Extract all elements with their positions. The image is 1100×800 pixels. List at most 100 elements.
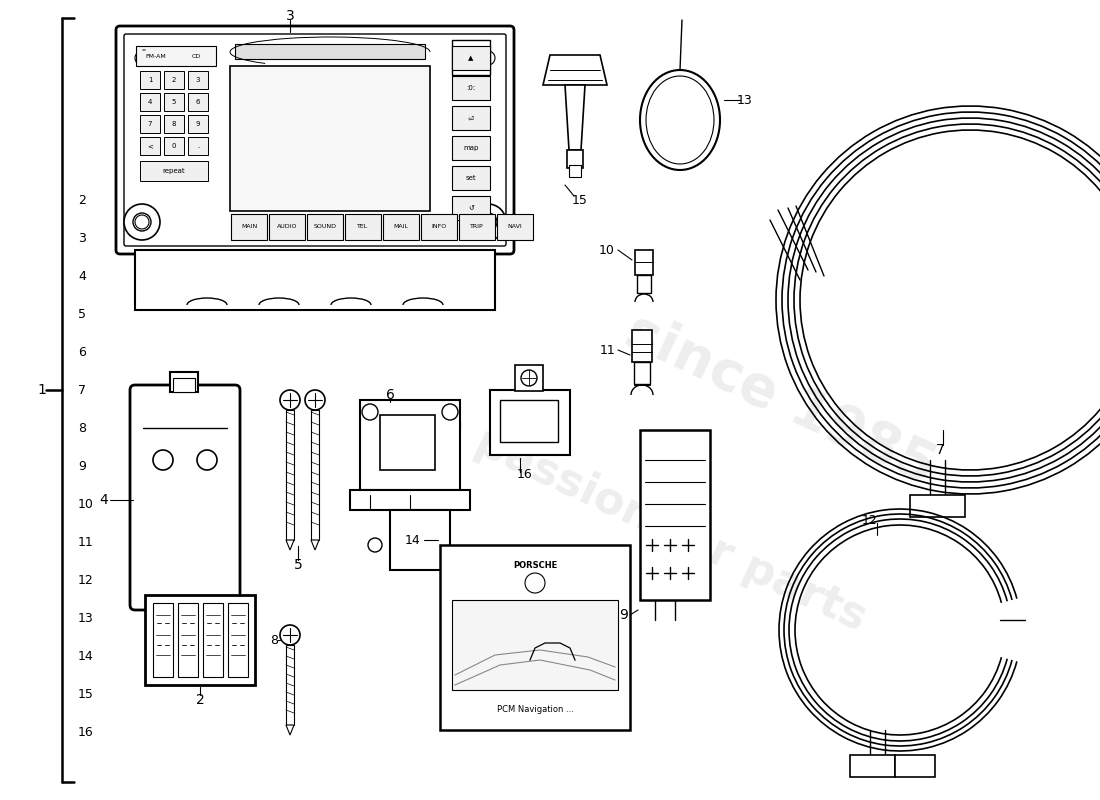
- Text: 8: 8: [78, 422, 86, 434]
- Circle shape: [481, 51, 495, 65]
- Text: :0:: :0:: [466, 85, 475, 91]
- Circle shape: [478, 213, 497, 231]
- Bar: [164, 71, 184, 89]
- Text: 2: 2: [78, 194, 86, 206]
- Bar: [497, 214, 534, 240]
- Bar: [910, 495, 965, 517]
- Text: INFO: INFO: [431, 225, 447, 230]
- Text: 6: 6: [78, 346, 86, 358]
- Text: 12: 12: [78, 574, 94, 586]
- Text: TRIP: TRIP: [470, 225, 484, 230]
- Circle shape: [133, 213, 151, 231]
- Text: 1: 1: [37, 383, 46, 397]
- Circle shape: [280, 390, 300, 410]
- Bar: [231, 214, 267, 240]
- Bar: [569, 165, 581, 177]
- Bar: [188, 71, 208, 89]
- FancyBboxPatch shape: [116, 26, 514, 254]
- Text: map: map: [463, 145, 478, 151]
- Text: 2: 2: [172, 77, 176, 83]
- Text: 8: 8: [172, 121, 176, 127]
- Circle shape: [280, 625, 300, 645]
- Text: 10: 10: [600, 243, 615, 257]
- Bar: [379, 415, 434, 470]
- Text: 16: 16: [78, 726, 94, 738]
- Text: 3: 3: [196, 77, 200, 83]
- Bar: [345, 214, 381, 240]
- Text: 6: 6: [386, 388, 395, 402]
- Bar: [637, 275, 651, 293]
- Circle shape: [362, 404, 378, 420]
- Text: 7: 7: [147, 121, 152, 127]
- Text: 9: 9: [619, 608, 628, 622]
- Bar: [204, 603, 223, 677]
- Text: 8: 8: [270, 634, 278, 646]
- Polygon shape: [311, 540, 319, 550]
- Bar: [140, 137, 159, 155]
- Text: 4: 4: [99, 493, 108, 507]
- Bar: [515, 365, 543, 391]
- Bar: [634, 362, 650, 384]
- Bar: [350, 490, 470, 510]
- FancyBboxPatch shape: [124, 34, 506, 246]
- Polygon shape: [543, 55, 607, 85]
- Bar: [452, 46, 490, 70]
- Bar: [850, 755, 895, 777]
- Circle shape: [470, 204, 506, 240]
- Bar: [140, 71, 159, 89]
- Bar: [168, 619, 200, 631]
- FancyBboxPatch shape: [130, 385, 240, 610]
- Text: <: <: [147, 143, 153, 149]
- Text: 5: 5: [78, 307, 86, 321]
- Text: ⏎: ⏎: [469, 115, 474, 121]
- Polygon shape: [286, 725, 294, 735]
- Bar: [135, 250, 495, 310]
- Text: 16: 16: [517, 469, 532, 482]
- Text: 3: 3: [78, 231, 86, 245]
- Text: 13: 13: [737, 94, 752, 106]
- Text: 1: 1: [147, 77, 152, 83]
- Circle shape: [197, 450, 217, 470]
- Circle shape: [368, 538, 382, 552]
- Text: FM-AM: FM-AM: [145, 54, 166, 58]
- Bar: [500, 400, 558, 442]
- Text: 12: 12: [862, 514, 878, 526]
- Bar: [188, 93, 208, 111]
- Bar: [452, 166, 490, 190]
- Bar: [286, 645, 294, 725]
- Bar: [188, 115, 208, 133]
- Bar: [311, 410, 319, 540]
- Text: 0: 0: [172, 143, 176, 149]
- Text: 9: 9: [78, 459, 86, 473]
- Text: 4: 4: [78, 270, 86, 282]
- Bar: [140, 93, 159, 111]
- Text: 14: 14: [405, 534, 420, 546]
- Bar: [307, 214, 343, 240]
- Text: .: .: [197, 143, 199, 149]
- Bar: [164, 115, 184, 133]
- Circle shape: [124, 204, 160, 240]
- Circle shape: [305, 390, 324, 410]
- Bar: [490, 390, 570, 455]
- Text: PORSCHE: PORSCHE: [513, 561, 557, 570]
- Text: since 1985: since 1985: [616, 305, 944, 495]
- Ellipse shape: [646, 76, 714, 164]
- Bar: [230, 66, 430, 211]
- Circle shape: [442, 404, 458, 420]
- Text: 5: 5: [294, 558, 302, 572]
- Bar: [235, 44, 425, 59]
- Polygon shape: [286, 540, 294, 550]
- Bar: [632, 330, 652, 362]
- Text: MAIN: MAIN: [241, 225, 257, 230]
- Bar: [164, 137, 184, 155]
- Text: 4: 4: [147, 99, 152, 105]
- Bar: [164, 93, 184, 111]
- Bar: [173, 378, 195, 392]
- Text: 15: 15: [572, 194, 587, 206]
- Text: 10: 10: [78, 498, 94, 510]
- Bar: [895, 755, 935, 777]
- Circle shape: [135, 51, 149, 65]
- Text: SOUND: SOUND: [314, 225, 337, 230]
- Text: CD: CD: [191, 54, 200, 58]
- Bar: [452, 136, 490, 160]
